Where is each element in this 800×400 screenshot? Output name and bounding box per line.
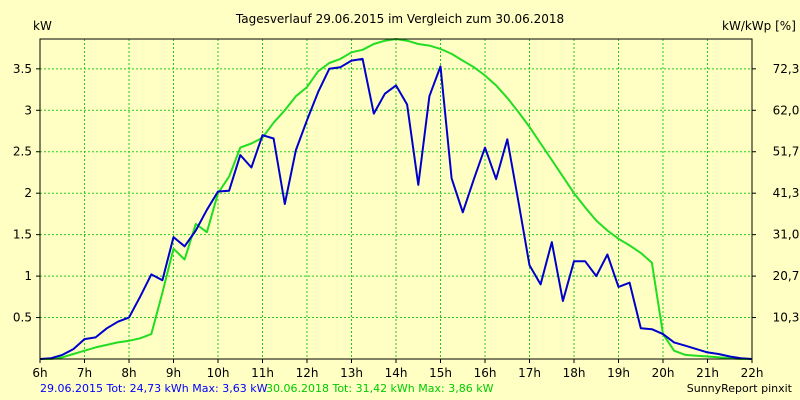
y-right-tick-label: 31,0 — [773, 228, 800, 242]
x-tick-label: 10h — [207, 366, 230, 380]
x-tick-label: 17h — [518, 366, 541, 380]
y-left-tick-label: 2 — [24, 186, 32, 200]
y-left-tick-label: 0.5 — [13, 311, 32, 325]
y-axis-right-ticks: 10,3 20,7 31,0 41,3 51,7 62,0 72,3 — [752, 62, 799, 325]
x-tick-label: 9h — [166, 366, 181, 380]
y-axis-left-ticks: 0.5 1 1.5 2 2.5 3 3.5 — [13, 62, 40, 325]
x-tick-label: 6h — [32, 366, 47, 380]
y-right-tick-label: 51,7 — [773, 145, 800, 159]
x-tick-label: 11h — [251, 366, 274, 380]
y-left-tick-label: 3 — [24, 103, 32, 117]
x-tick-label: 19h — [607, 366, 630, 380]
y-left-tick-label: 1 — [24, 269, 32, 283]
y-right-tick-label: 20,7 — [773, 269, 800, 283]
x-tick-label: 12h — [296, 366, 319, 380]
y-right-tick-label: 62,0 — [773, 103, 800, 117]
y-left-tick-label: 3.5 — [13, 62, 32, 76]
right-axis-unit: kW/kWp [%] — [722, 19, 796, 33]
y-right-tick-label: 41,3 — [773, 186, 800, 200]
x-tick-label: 21h — [696, 366, 719, 380]
x-tick-label: 15h — [429, 366, 452, 380]
x-tick-label: 18h — [563, 366, 586, 380]
grid-lines — [40, 39, 752, 359]
x-tick-label: 20h — [652, 366, 675, 380]
x-tick-label: 14h — [385, 366, 408, 380]
y-right-tick-label: 10,3 — [773, 311, 800, 325]
x-tick-label: 22h — [741, 366, 764, 380]
footer-summary-2018: 30.06.2018 Tot: 31,42 kWh Max: 3,86 kW — [266, 382, 494, 395]
footer-credit: SunnyReport pinxit — [687, 382, 793, 395]
x-tick-label: 13h — [340, 366, 363, 380]
chart-title: Tagesverlauf 29.06.2015 im Vergleich zum… — [235, 12, 564, 26]
y-left-tick-label: 1.5 — [13, 228, 32, 242]
series-line-29-06-2015 — [39, 57, 753, 360]
x-tick-label: 8h — [121, 366, 136, 380]
left-axis-unit: kW — [33, 19, 52, 33]
y-right-tick-label: 72,3 — [773, 62, 800, 76]
x-tick-label: 16h — [474, 366, 497, 380]
x-axis-ticks: 6h 7h 8h 9h 10h 11h 12h 13h 14h 15h 16h 17h 18h 19h 20… — [32, 359, 763, 380]
footer-summary-2015: 29.06.2015 Tot: 24,73 kWh Max: 3,63 kW — [40, 382, 268, 395]
y-left-tick-label: 2.5 — [13, 145, 32, 159]
x-tick-label: 7h — [77, 366, 92, 380]
